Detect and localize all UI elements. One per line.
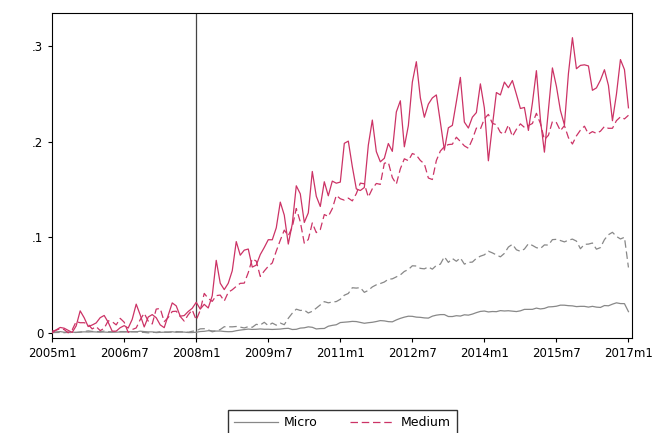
Micro xyxy=(612,300,620,305)
Micro xyxy=(153,330,160,335)
Micro xyxy=(76,330,84,335)
Medium xyxy=(625,113,632,118)
Small xyxy=(48,330,56,335)
Medium xyxy=(593,131,600,136)
Small xyxy=(625,265,632,270)
Medium xyxy=(533,111,541,116)
Small xyxy=(52,330,60,335)
Small xyxy=(505,245,512,250)
Line: Small: Small xyxy=(52,233,629,333)
Micro xyxy=(52,330,60,335)
Micro xyxy=(48,330,56,335)
Small xyxy=(144,330,152,336)
Large xyxy=(501,80,509,85)
Line: Large: Large xyxy=(52,38,629,333)
Medium xyxy=(505,123,512,128)
Large xyxy=(484,158,492,163)
Legend: Micro, Small, Medium, Large: Micro, Small, Medium, Large xyxy=(228,410,456,433)
Large xyxy=(76,308,84,313)
Medium xyxy=(385,160,393,165)
Line: Medium: Medium xyxy=(52,113,629,333)
Micro xyxy=(625,309,632,314)
Small xyxy=(385,277,393,282)
Medium xyxy=(48,329,56,334)
Micro xyxy=(385,319,393,324)
Line: Micro: Micro xyxy=(52,303,629,333)
Medium xyxy=(80,320,88,325)
Small xyxy=(589,240,597,246)
Medium xyxy=(488,121,496,126)
Micro xyxy=(589,304,597,309)
Small xyxy=(76,330,84,335)
Large xyxy=(380,156,388,161)
Large xyxy=(52,327,60,333)
Large xyxy=(48,330,56,336)
Small xyxy=(608,230,616,235)
Small xyxy=(488,250,496,255)
Medium xyxy=(65,330,72,336)
Micro xyxy=(505,308,512,313)
Micro xyxy=(488,309,496,314)
Large xyxy=(625,105,632,110)
Large xyxy=(589,88,597,93)
Large xyxy=(569,35,576,40)
Medium xyxy=(52,328,60,333)
